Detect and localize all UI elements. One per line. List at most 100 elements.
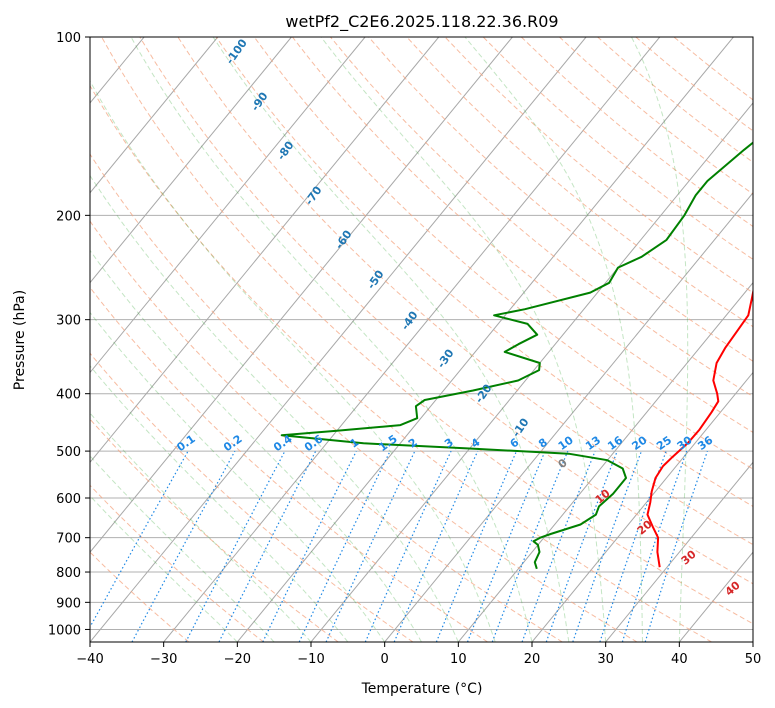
y-tick-label: 100: [56, 31, 81, 46]
dry-adiabat-label: -30: [435, 347, 457, 371]
dry-adiabat-line: [90, 286, 488, 642]
dry-adiabat-label: -90: [249, 90, 271, 114]
moist-adiabat-line: [90, 495, 238, 642]
x-tick-label: −20: [224, 652, 251, 667]
dry-adiabat-label: -40: [399, 309, 421, 333]
moist-adiabat-line: [90, 174, 459, 642]
isotherm-line: [163, 37, 661, 642]
mixing-ratio-line: [298, 450, 391, 642]
dry-adiabat-line: [559, 37, 753, 195]
mixing-ratio-line: [393, 450, 479, 642]
mixing-ratio-line: [621, 450, 688, 642]
dry-adiabat-line: [368, 37, 753, 362]
dry-adiabat-line: [90, 352, 414, 642]
moist-adiabat-line: [212, 37, 570, 642]
isotherm-line: [678, 551, 753, 642]
dry-adiabat-line: [90, 418, 339, 642]
dry-adiabat-line: [90, 153, 638, 642]
y-tick-label: 200: [56, 209, 81, 224]
isotherm-line: [90, 37, 440, 464]
dry-adiabat-label: -60: [333, 228, 355, 252]
y-axis-ticks: 100 200 300 400 500 600 700 800 900 1000: [48, 31, 90, 638]
mixing-ratio-label: 36: [695, 433, 715, 453]
x-tick-label: 0: [381, 652, 389, 667]
mixing-ratio-line: [185, 450, 286, 642]
mixing-ratio-line: [90, 450, 189, 629]
dewpoint-profile-line: [280, 141, 753, 570]
profile-layer: [280, 141, 753, 570]
moist-adiabat-line: [631, 37, 689, 642]
moist-adiabat-line: [130, 37, 533, 642]
x-tick-label: 30: [597, 652, 614, 667]
y-tick-label: 600: [56, 492, 81, 507]
mixing-ratio-line: [435, 450, 518, 642]
mixing-ratio-label: 20: [629, 433, 649, 453]
dry-adiabat-line: [101, 37, 753, 625]
isotherm-line: [384, 192, 753, 642]
mixing-ratio-label: 25: [654, 434, 674, 453]
isotherm-line: [0, 37, 70, 642]
x-tick-label: 40: [671, 652, 688, 667]
dry-adiabat-line: [406, 37, 753, 328]
y-tick-label: 700: [56, 532, 81, 547]
dry-adiabat-line: [177, 37, 753, 546]
mixing-ratio-line: [644, 450, 708, 642]
mixing-ratio-line: [466, 450, 546, 642]
x-tick-label: −30: [150, 652, 177, 667]
dry-adiabat-line: [90, 220, 563, 642]
isotherm-line: [90, 37, 366, 374]
moist-adiabat-line: [90, 249, 422, 642]
mixing-ratio-line: [262, 450, 357, 642]
moist-adiabat-line: [90, 311, 386, 642]
moist-adiabat-line: [90, 80, 496, 642]
moist-adiabat-line: [320, 37, 607, 642]
x-tick-label: 10: [450, 652, 467, 667]
x-tick-label: −10: [297, 652, 324, 667]
isotherm-line: [310, 102, 753, 642]
isotherm-line: [236, 37, 734, 642]
isotherm-line: [90, 37, 587, 642]
isotherm-line: [90, 37, 513, 553]
moist-adiabat-label: 10: [593, 486, 613, 506]
isotherm-line: [90, 37, 219, 194]
dry-adiabat-line: [139, 37, 753, 585]
dry-adiabat-line: [444, 37, 753, 294]
mixing-ratio-line: [572, 450, 643, 642]
x-axis-label: Temperature (°C): [361, 681, 483, 697]
y-tick-label: 300: [56, 314, 81, 329]
dry-adiabat-label: -50: [365, 268, 387, 292]
y-tick-label: 500: [56, 445, 81, 460]
x-tick-label: 20: [524, 652, 541, 667]
dry-adiabat-label: -70: [303, 184, 325, 208]
dry-adiabat-line: [90, 551, 190, 642]
x-tick-label: 50: [745, 652, 762, 667]
x-tick-label: −40: [76, 652, 103, 667]
moist-adiabat-line: [90, 365, 349, 642]
mixing-ratio-label: 16: [605, 433, 625, 453]
mixing-ratio-line: [545, 450, 618, 642]
mixing-ratio-line: [364, 450, 452, 642]
isotherm-line: [90, 37, 292, 284]
dry-adiabat-label: -80: [275, 139, 297, 163]
dry-adiabat-line: [90, 84, 712, 642]
moist-adiabat-line: [90, 412, 312, 642]
background-lines: [0, 37, 753, 642]
y-tick-label: 1000: [48, 623, 81, 638]
temperature-profile-line: [646, 287, 753, 568]
dry-adiabat-line: [90, 484, 264, 642]
isotherm-line: [752, 641, 753, 642]
mixing-ratio-line: [491, 450, 569, 642]
y-tick-label: 400: [56, 388, 81, 403]
mixing-ratio-line: [521, 450, 596, 642]
dry-adiabat-line: [292, 37, 753, 433]
y-tick-label: 800: [56, 566, 81, 581]
y-tick-label: 900: [56, 596, 81, 611]
mixing-ratio-line: [218, 450, 317, 642]
mixing-ratio-line: [131, 450, 236, 642]
isotherm-line: [531, 371, 753, 642]
dry-adiabat-label: -20: [473, 382, 495, 406]
moist-adiabat-line: [90, 455, 275, 642]
dry-adiabat-labels: -100-90-80-70-60-50-40-30-20-10: [223, 36, 531, 439]
